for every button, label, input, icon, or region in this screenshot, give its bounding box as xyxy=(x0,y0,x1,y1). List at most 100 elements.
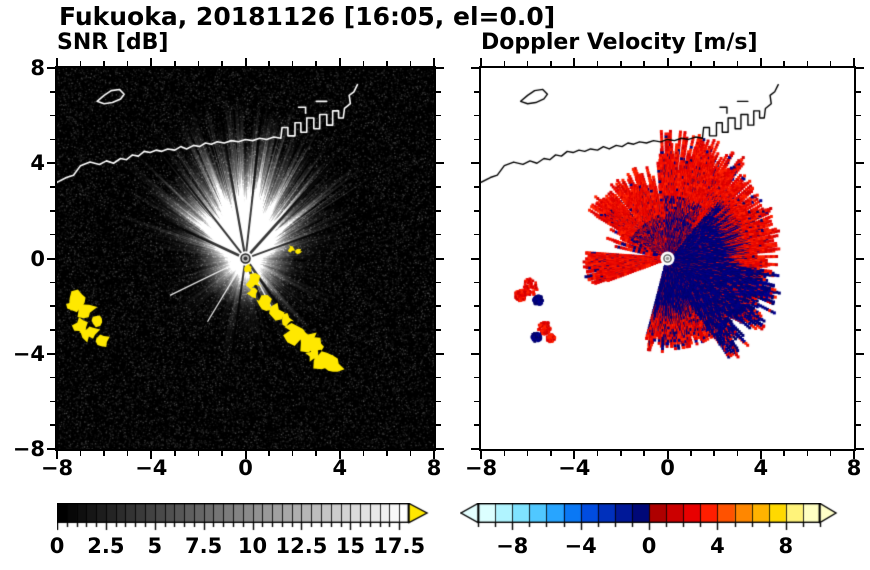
axis-tick xyxy=(47,448,55,450)
axis-tick xyxy=(690,61,692,66)
axis-tick xyxy=(436,305,441,307)
axis-tick xyxy=(436,329,441,331)
axis-tick xyxy=(856,186,861,188)
x-tick-label: 0 xyxy=(238,456,253,480)
axis-tick xyxy=(474,281,479,284)
axis-tick xyxy=(471,448,479,450)
axis-tick xyxy=(856,305,861,307)
axis-tick xyxy=(126,61,129,66)
axis-tick xyxy=(150,451,153,459)
colorbar-tick-label: 5 xyxy=(147,534,163,558)
axis-tick xyxy=(474,138,479,141)
axis-tick xyxy=(690,451,692,456)
axis-tick xyxy=(409,61,412,66)
axis-tick xyxy=(474,329,479,331)
axis-tick xyxy=(471,257,479,260)
axis-tick xyxy=(436,448,444,450)
axis-tick xyxy=(386,61,388,66)
axis-tick xyxy=(433,58,435,66)
axis-tick xyxy=(783,61,785,66)
axis-tick xyxy=(474,186,479,188)
axis-tick xyxy=(596,61,599,66)
x-tick-label: 8 xyxy=(426,456,442,480)
axis-tick xyxy=(474,376,479,379)
axis-tick xyxy=(436,91,441,93)
axis-tick xyxy=(856,210,861,212)
axis-tick xyxy=(526,61,529,66)
axis-tick xyxy=(474,400,479,403)
y-tick-label: 8 xyxy=(30,56,45,80)
axis-tick xyxy=(47,67,55,69)
snr-plot-frame xyxy=(55,66,436,451)
axis-tick xyxy=(244,58,247,66)
axis-tick xyxy=(174,61,176,66)
axis-tick xyxy=(856,448,864,450)
axis-tick xyxy=(620,451,622,456)
axis-tick xyxy=(856,281,861,284)
axis-tick xyxy=(550,61,552,66)
axis-tick xyxy=(806,451,809,456)
doppler-plot-frame xyxy=(479,66,856,451)
axis-tick xyxy=(174,451,176,456)
axis-tick xyxy=(436,424,441,426)
axis-tick xyxy=(150,58,153,66)
axis-tick xyxy=(50,210,55,212)
y-tick-label: 4 xyxy=(30,151,45,176)
axis-tick xyxy=(573,58,576,66)
axis-tick xyxy=(50,400,55,403)
axis-tick xyxy=(291,451,294,456)
axis-tick xyxy=(315,451,317,456)
axis-tick xyxy=(50,305,55,307)
axis-tick xyxy=(197,451,200,456)
x-tick-label: −8 xyxy=(40,456,74,480)
axis-tick xyxy=(79,451,82,456)
axis-tick xyxy=(197,61,200,66)
axis-tick xyxy=(713,451,715,456)
axis-tick xyxy=(436,186,441,188)
snr-colorbar xyxy=(57,503,429,537)
axis-tick xyxy=(471,162,479,165)
colorbar-tick-label: −8 xyxy=(496,534,529,558)
axis-tick xyxy=(480,58,482,66)
x-tick-label: −8 xyxy=(464,456,498,480)
axis-tick xyxy=(50,138,55,141)
axis-tick xyxy=(433,451,435,459)
axis-tick xyxy=(474,210,479,212)
axis-tick xyxy=(480,451,482,459)
axis-tick xyxy=(50,233,55,236)
axis-tick xyxy=(474,233,479,236)
axis-tick xyxy=(526,451,529,456)
axis-tick xyxy=(471,352,479,355)
axis-tick xyxy=(47,162,55,165)
axis-tick xyxy=(50,114,55,117)
axis-tick xyxy=(338,451,341,459)
axis-tick xyxy=(221,61,223,66)
axis-tick xyxy=(56,58,58,66)
axis-tick xyxy=(573,451,576,459)
axis-tick xyxy=(503,451,506,456)
axis-tick xyxy=(856,233,861,236)
axis-tick xyxy=(856,257,864,260)
axis-tick xyxy=(56,451,58,459)
axis-tick xyxy=(436,138,441,141)
axis-tick xyxy=(643,451,645,456)
axis-tick xyxy=(436,352,444,355)
doppler-panel-title: Doppler Velocity [m/s] xyxy=(481,30,758,55)
axis-tick xyxy=(268,61,270,66)
colorbar-tick-label: 4 xyxy=(710,534,725,558)
axis-tick xyxy=(244,451,247,459)
axis-tick xyxy=(50,281,55,284)
axis-tick xyxy=(436,210,441,212)
axis-tick xyxy=(856,352,864,355)
axis-tick xyxy=(50,424,55,426)
axis-tick xyxy=(436,114,441,117)
axis-tick xyxy=(474,91,479,93)
axis-tick xyxy=(856,329,861,331)
axis-tick xyxy=(620,61,622,66)
axis-tick xyxy=(474,114,479,117)
axis-tick xyxy=(221,451,223,456)
axis-tick xyxy=(50,329,55,331)
axis-tick xyxy=(50,91,55,93)
axis-tick xyxy=(291,61,294,66)
